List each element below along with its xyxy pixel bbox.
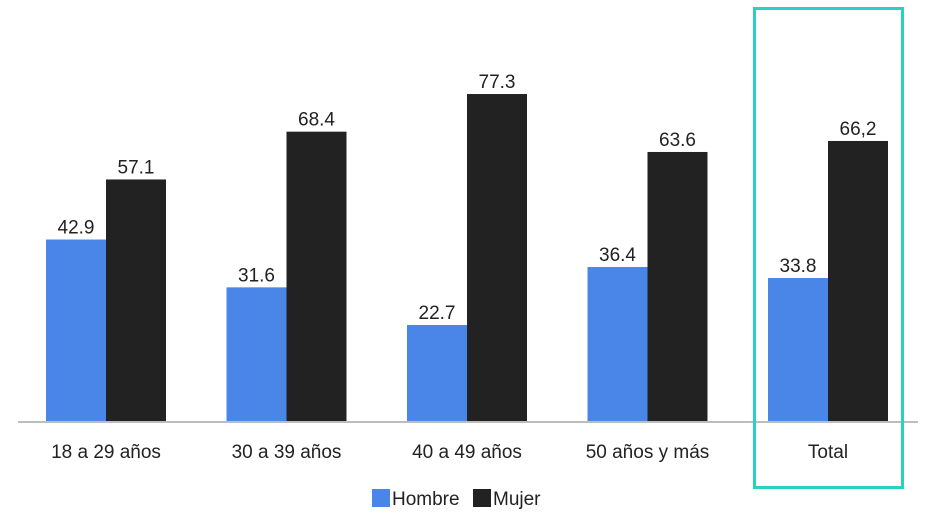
legend-label-mujer: Mujer <box>493 489 541 510</box>
data-label-hombre-1: 31.6 <box>238 265 275 286</box>
category-label-3: 50 años y más <box>586 442 710 463</box>
bar-hombre-3 <box>587 267 648 421</box>
category-label-0: 18 a 29 años <box>51 442 161 463</box>
data-label-mujer-1: 68.4 <box>298 110 335 131</box>
legend-label-hombre: Hombre <box>392 489 460 510</box>
bar-hombre-1 <box>226 287 287 421</box>
data-label-hombre-0: 42.9 <box>58 218 95 239</box>
data-label-hombre-3: 36.4 <box>599 245 636 266</box>
bar-hombre-4 <box>768 278 828 421</box>
total-highlight-box <box>753 7 904 489</box>
bar-mujer-1 <box>286 131 347 421</box>
category-label-4: Total <box>808 442 848 463</box>
category-labels-layer: 18 a 29 años 30 a 39 años 40 a 49 años 50 a… <box>51 442 848 463</box>
data-label-mujer-2: 77.3 <box>479 72 516 93</box>
data-label-hombre-2: 22.7 <box>419 303 456 324</box>
bars-layer <box>46 94 888 422</box>
bar-mujer-0 <box>106 179 166 421</box>
bar-mujer-3 <box>647 151 708 422</box>
value-labels-layer: 42.9 57.1 31.6 68.4 22.7 77.3 36.4 63.6 33.8 66,2 <box>58 72 877 324</box>
legend: Hombre Mujer <box>372 489 541 510</box>
bar-hombre-2 <box>407 324 467 421</box>
data-label-mujer-4: 66,2 <box>840 119 877 140</box>
category-label-2: 40 a 49 años <box>412 442 522 463</box>
data-label-hombre-4: 33.8 <box>780 256 817 277</box>
category-label-1: 30 a 39 años <box>232 442 342 463</box>
data-label-mujer-0: 57.1 <box>118 157 155 178</box>
legend-swatch-mujer <box>473 489 491 507</box>
legend-swatch-hombre <box>372 489 390 507</box>
bar-hombre-0 <box>46 239 106 421</box>
data-label-mujer-3: 63.6 <box>659 130 696 151</box>
bar-mujer-4 <box>828 140 888 421</box>
bar-mujer-2 <box>467 94 527 421</box>
